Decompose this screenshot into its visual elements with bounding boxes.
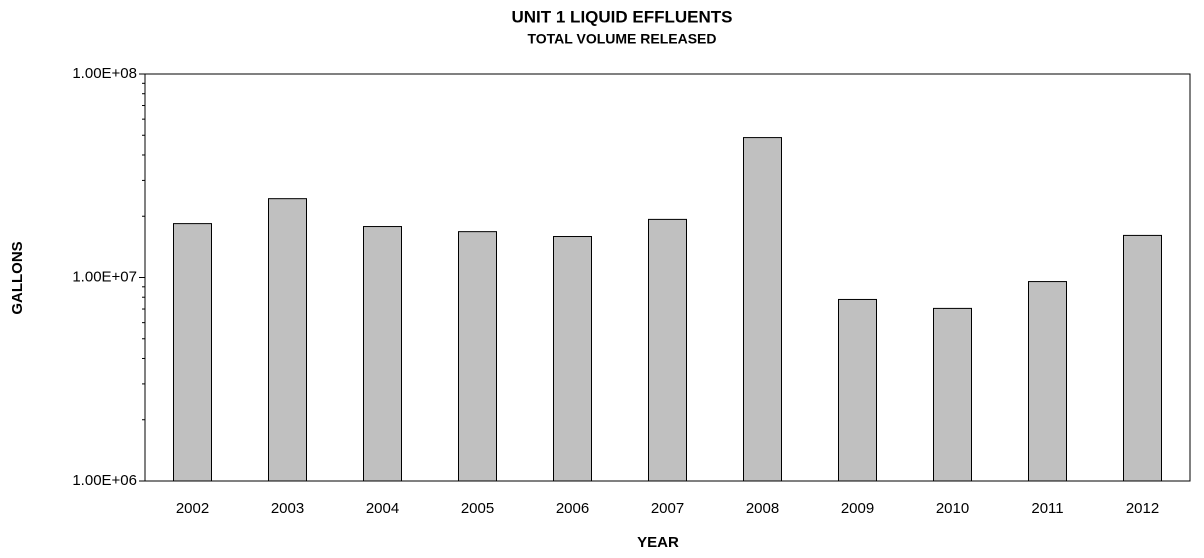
x-tick-label: 2009	[841, 500, 874, 517]
chart-subtitle: TOTAL VOLUME RELEASED	[527, 31, 716, 47]
bar	[933, 307, 972, 482]
x-tick-label: 2010	[936, 500, 969, 517]
bar	[648, 218, 687, 482]
y-tick-label: 1.00E+06	[72, 472, 137, 489]
bar	[553, 236, 592, 482]
bar	[1123, 234, 1162, 482]
y-axis-label: GALLONS	[9, 241, 26, 314]
x-tick-label: 2007	[651, 500, 684, 517]
y-tick-label: 1.00E+07	[72, 268, 137, 285]
x-tick-label: 2002	[176, 500, 209, 517]
chart-title: UNIT 1 LIQUID EFFLUENTS	[512, 7, 733, 26]
x-tick-label: 2006	[556, 500, 589, 517]
x-axis-label: YEAR	[637, 534, 679, 551]
x-tick-label: 2003	[271, 500, 304, 517]
y-tick-label: 1.00E+08	[72, 65, 137, 82]
x-tick-label: 2008	[746, 500, 779, 517]
x-tick-label: 2012	[1126, 500, 1159, 517]
bar	[743, 137, 782, 482]
bar	[173, 223, 212, 482]
bar	[268, 198, 307, 482]
x-tick-label: 2011	[1031, 500, 1063, 517]
x-tick-label: 2004	[366, 500, 399, 517]
bar	[838, 298, 877, 482]
x-tick-label: 2005	[461, 500, 494, 517]
bar	[363, 226, 402, 482]
bar	[1028, 281, 1067, 482]
bar	[458, 231, 497, 482]
